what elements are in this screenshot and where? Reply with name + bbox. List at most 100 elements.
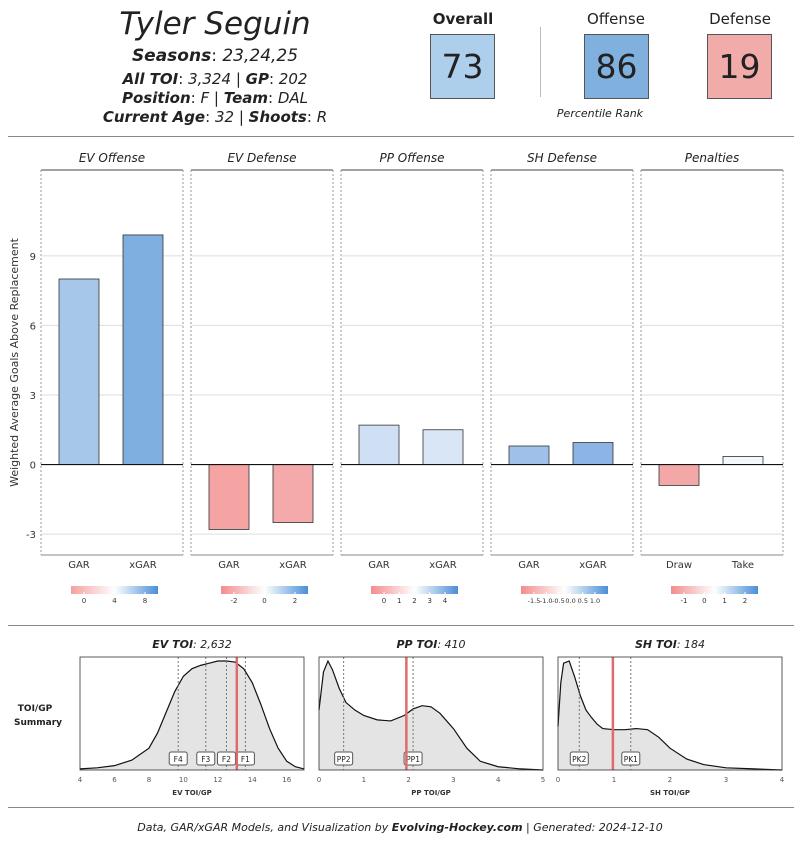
toi-panel-sh-toi: SH TOI: 184 PK2 PK1 0 1 2 3 4 SH TOI/GP — [556, 638, 785, 797]
scale-tick-label: -1.5 — [528, 597, 541, 605]
scale-tick-label: 3 — [428, 597, 432, 605]
x-tick-label: 10 — [179, 776, 188, 784]
toi-x-axis-label: EV TOI/GP — [172, 789, 211, 797]
footer-divider — [8, 807, 794, 808]
panel-sh-defense: SH Defense GAR xGAR -1.5 -1.0 -0.5 0.0 0.5 1.0 — [490, 151, 634, 605]
color-scale-bar — [71, 586, 158, 594]
scale-tick-label: -2 — [231, 597, 238, 605]
scale-tick-label: 2 — [743, 597, 747, 605]
toi-panel-title: EV TOI: 2,632 — [152, 638, 232, 651]
y-tick-label: 9 — [30, 252, 36, 263]
bar-gar — [58, 278, 100, 465]
toi-panel-frame — [318, 656, 544, 771]
toi-x-axis-label: PP TOI/GP — [411, 789, 450, 797]
toi-panel-title: SH TOI: 184 — [635, 638, 705, 651]
x-tick-label: 2 — [668, 776, 672, 784]
scale-tick-label: 4 — [443, 597, 448, 605]
marker-box — [216, 751, 236, 766]
x-tick-label: 4 — [780, 776, 785, 784]
toi-panel-title: PP TOI: 410 — [396, 638, 465, 651]
overall-label: Overall — [432, 10, 494, 28]
color-scale-bar — [521, 586, 608, 594]
x-tick-label: xGAR — [429, 560, 457, 571]
x-tick-label: 1 — [612, 776, 616, 784]
marker-box — [569, 751, 589, 766]
toi-title-label: SH TOI — [635, 638, 677, 651]
toi-line: All TOI: 3,324 | GP: 202 — [122, 70, 308, 88]
y-tick-label: 3 — [30, 391, 36, 402]
x-tick-label: 14 — [248, 776, 257, 784]
density-curve — [79, 660, 305, 770]
density-area — [558, 661, 782, 770]
color-scale-bar — [671, 586, 758, 594]
bar-xgar — [272, 464, 314, 523]
y-axis-label: Weighted Average Goals Above Replacement — [8, 237, 21, 486]
x-tick-label: GAR — [518, 560, 540, 571]
marker-label: PK1 — [624, 755, 638, 764]
panel-title: EV Defense — [227, 151, 296, 165]
toi-panel-frame — [557, 656, 783, 771]
header-divider — [8, 136, 794, 137]
density-area — [80, 661, 304, 770]
x-tick-label: Take — [731, 560, 754, 571]
marker-box — [168, 751, 188, 766]
marker-box — [403, 751, 423, 766]
toi-title-value: : 2,632 — [193, 638, 232, 651]
bar-xgar — [122, 234, 164, 465]
density-curve — [318, 659, 544, 771]
bar-gar — [358, 424, 400, 465]
panel-pp-offense: PP Offense GAR xGAR 0 1 2 3 4 — [340, 151, 484, 605]
color-scale-bar — [221, 586, 308, 594]
x-tick-label: 4 — [78, 776, 83, 784]
marker-label: F2 — [222, 755, 231, 764]
x-tick-label: 16 — [282, 776, 291, 784]
marker-label: PP2 — [337, 755, 351, 764]
panel-title: PP Offense — [379, 151, 444, 165]
bar-draw — [658, 464, 700, 486]
marker-label: PK2 — [572, 755, 586, 764]
panel-title: SH Defense — [527, 151, 597, 165]
y-tick-label: 6 — [30, 321, 36, 332]
marker-box — [334, 751, 354, 766]
toi-title-label: PP TOI — [396, 638, 437, 651]
bar-xgar — [572, 442, 614, 465]
defense-label: Defense — [709, 10, 771, 28]
toi-title-value: : 184 — [677, 638, 705, 651]
percentile-caption: Percentile Rank — [556, 107, 644, 120]
x-tick-label: 3 — [451, 776, 455, 784]
middle-divider — [8, 625, 794, 626]
x-tick-label: 6 — [112, 776, 117, 784]
x-tick-label: 1 — [362, 776, 366, 784]
color-scale-bar — [371, 586, 458, 594]
toi-panel-pp-toi: PP TOI: 410 PP2 PP1 0 1 2 3 4 5 PP TOI/GP — [317, 638, 545, 797]
overall-score-box: 73 — [430, 34, 495, 99]
scale-tick-label: 2 — [412, 597, 416, 605]
marker-label: F4 — [174, 755, 183, 764]
x-tick-label: 0 — [556, 776, 560, 784]
x-tick-label: GAR — [368, 560, 390, 571]
x-tick-label: 12 — [213, 776, 222, 784]
x-tick-label: 5 — [541, 776, 545, 784]
x-tick-label: xGAR — [129, 560, 157, 571]
toi-row-label: Summary — [14, 718, 62, 728]
marker-box — [621, 751, 641, 766]
marker-label: F3 — [201, 755, 210, 764]
scale-tick-label: 0.0 — [565, 597, 575, 605]
x-tick-label: 0 — [317, 776, 321, 784]
x-tick-label: 4 — [496, 776, 501, 784]
scale-tick-label: 1 — [722, 597, 726, 605]
toi-panel-ev-toi: EV TOI: 2,632 F4 F3 F2 F1 4 6 8 10 12 14 16 EV TOI/G… — [78, 638, 305, 797]
score-divider — [540, 27, 541, 97]
density-area — [319, 661, 543, 770]
marker-label: F1 — [241, 755, 250, 764]
scale-tick-label: 1.0 — [590, 597, 600, 605]
x-tick-label: 2 — [406, 776, 410, 784]
x-tick-label: 8 — [147, 776, 151, 784]
panel-title: Penalties — [685, 151, 740, 165]
offense-score-box: 86 — [584, 34, 649, 99]
x-tick-label: xGAR — [579, 560, 607, 571]
toi-x-axis-label: SH TOI/GP — [650, 789, 690, 797]
scale-tick-label: 2 — [293, 597, 297, 605]
scale-tick-label: 0.5 — [578, 597, 588, 605]
